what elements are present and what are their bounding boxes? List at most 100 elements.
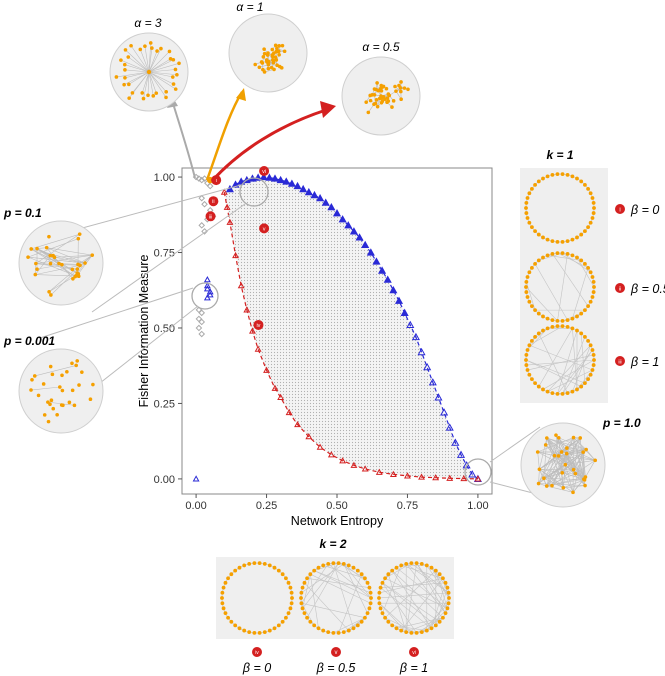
edge [558,437,586,486]
node [586,225,590,230]
node [525,196,530,200]
node [556,454,561,458]
data-point [456,450,466,458]
node [123,68,127,72]
label-p-10: p = 1.0 [602,416,641,430]
node [49,293,53,297]
node [299,590,304,595]
edge [537,451,555,457]
node [437,619,442,624]
ring-chord [302,562,339,609]
node [555,392,560,396]
node [363,576,367,581]
node [536,179,541,184]
node [545,174,550,179]
node [223,580,228,585]
node [365,580,370,585]
node [419,561,424,566]
node [48,364,53,369]
badge-k1-iii-text: iii [618,360,621,366]
label-k2-beta1: β = 1 [399,661,428,675]
node [286,611,291,616]
node [122,62,127,67]
node [541,328,545,333]
data-point [201,175,208,182]
data-point [294,420,301,428]
data-point [339,457,347,464]
node [341,561,346,566]
node [321,628,326,633]
node [584,447,588,452]
node [76,262,80,267]
node [579,179,584,184]
edge [562,453,568,488]
node [414,631,419,635]
edge [539,469,574,493]
node [80,370,84,374]
network-alpha-1 [228,13,308,93]
label-k1-title: k = 1 [546,148,573,162]
node [58,385,62,389]
edge [537,451,586,478]
node [533,261,537,266]
ring-chord [562,336,586,395]
node [151,94,156,98]
node [541,176,545,181]
node [75,359,80,363]
edge [551,469,574,486]
node [530,304,534,309]
node [550,251,555,256]
arrow-head-orange [236,88,246,101]
edge [546,437,587,450]
node [592,358,596,362]
node [564,451,569,456]
label-k1-beta0: β = 0 [630,203,659,217]
node [582,478,587,482]
node [560,251,565,255]
node [237,565,242,570]
node [359,572,364,577]
ring-chord [396,567,448,609]
node [170,75,175,79]
label-alpha-05: α = 0.5 [362,40,400,54]
data-point [349,227,358,235]
node [280,43,285,48]
node [46,419,51,424]
edge [562,451,584,474]
node [565,391,570,396]
marker-i-text: i [216,178,217,184]
badge-k2-v-text: v [335,650,338,656]
node [70,267,75,272]
marker-iii-text: iii [209,214,213,220]
ring-chord [534,263,568,321]
x-tick-label: 0.25 [256,500,277,512]
edge [546,437,576,474]
edge [35,255,51,275]
network-alpha-3 [109,32,189,112]
y-axis-label: Fisher Information Measure [137,255,151,408]
edge [538,451,584,484]
node [52,255,57,260]
node [542,476,546,481]
node [394,89,398,93]
ring-chord [572,328,578,390]
ring-chord [527,354,594,371]
node [35,267,39,271]
node [290,596,294,600]
ring-chord [338,562,366,579]
node [445,606,450,611]
edge [120,59,150,73]
node [346,563,351,568]
data-point [378,266,387,274]
edge [543,455,559,479]
edge [124,71,150,85]
node [374,87,378,92]
data-point [263,366,270,373]
node [302,611,307,616]
node [525,275,530,279]
ring-chord [557,349,593,395]
node [233,623,238,628]
node [138,47,143,52]
node [223,611,228,616]
node [252,561,257,565]
